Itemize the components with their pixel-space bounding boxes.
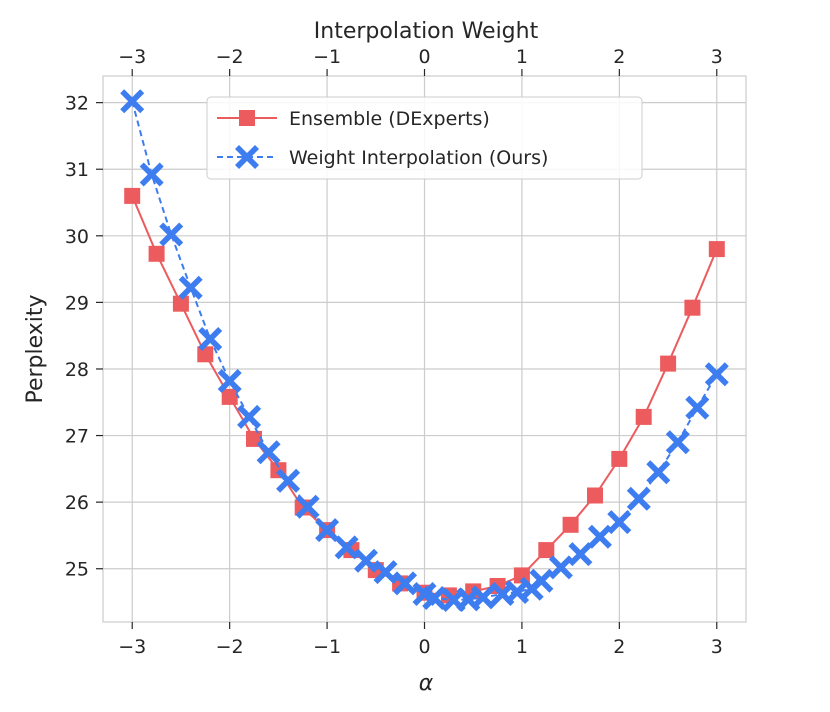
ticks: −3 −3 −2 −2 −1 −1 0 0 1 1 2 2 3 3 25 26 27 28 29 30 31 32 [65,46,723,658]
data-point-ensemble [172,295,189,312]
data-point-interpolation [256,440,281,465]
y-tick-label: 27 [65,426,89,448]
y-tick-label: 30 [65,226,89,248]
legend-label-ensemble: Ensemble (DExperts) [289,108,490,130]
legend-label-interpolation: Weight Interpolation (Ours) [289,147,548,169]
data-point-ensemble [538,542,555,559]
x-tick-label: −1 [313,636,341,658]
y-tick-label: 32 [65,93,89,115]
data-point-ensemble [684,299,701,316]
data-point-interpolation [217,369,242,393]
data-point-interpolation [471,585,495,610]
data-point-interpolation [626,486,651,511]
data-point-interpolation [529,568,554,593]
series-layer [120,89,729,612]
data-point-interpolation [315,518,340,543]
legend: Ensemble (DExperts) Weight Interpolation… [206,96,643,180]
data-point-interpolation [354,548,378,573]
data-point-interpolation [276,468,301,493]
data-point-ensemble [611,450,628,467]
data-point-interpolation [685,395,710,420]
y-tick-label: 28 [65,359,89,381]
data-point-interpolation [704,362,729,387]
data-point-ensemble [124,187,141,204]
data-point-ensemble [221,388,238,405]
data-point-interpolation [198,327,223,351]
legend-marker-square [239,110,255,126]
data-point-interpolation [422,586,447,610]
data-point-interpolation [548,555,573,580]
data-point-ensemble [148,245,165,262]
x-tick-label: 3 [711,636,723,658]
top-tick-label: 1 [516,46,528,68]
y-tick-label: 25 [65,559,89,581]
data-point-interpolation [159,222,184,247]
data-point-ensemble [635,408,652,425]
data-point-interpolation [393,571,417,596]
data-point-interpolation [178,275,203,300]
top-tick-label: 3 [711,46,723,68]
data-point-interpolation [295,494,320,519]
x-tick-label: −2 [216,636,244,658]
data-point-interpolation [120,89,145,114]
data-point-interpolation [665,430,690,455]
data-point-interpolation [568,542,593,567]
data-point-interpolation [587,524,612,549]
x-tick-label: 1 [516,636,528,658]
x-tick-label: 2 [613,636,625,658]
data-point-ensemble [708,241,725,258]
y-axis-title: Perplexity [23,294,48,403]
data-point-interpolation [373,560,398,585]
x-tick-label: −3 [118,636,146,658]
y-tick-label: 26 [65,492,89,514]
data-point-interpolation [646,460,671,485]
data-point-ensemble [562,516,579,533]
top-axis-title: Interpolation Weight [314,19,539,44]
top-tick-label: 2 [613,46,625,68]
data-point-ensemble [660,355,677,372]
data-point-ensemble [587,487,603,504]
legend-marker-x [235,145,259,169]
top-tick-label: −1 [313,46,341,68]
x-tick-label: 0 [418,636,430,658]
y-tick-label: 31 [65,159,89,181]
legend-box [206,96,643,180]
top-tick-label: 0 [418,46,430,68]
data-point-interpolation [139,162,164,187]
data-point-ensemble [197,346,214,363]
x-axis-title: α [419,671,434,696]
data-point-interpolation [334,535,359,560]
data-point-interpolation [607,510,632,535]
data-point-interpolation [237,404,262,429]
y-tick-label: 29 [65,292,89,314]
top-tick-label: −3 [118,46,146,68]
top-tick-label: −2 [216,46,244,68]
